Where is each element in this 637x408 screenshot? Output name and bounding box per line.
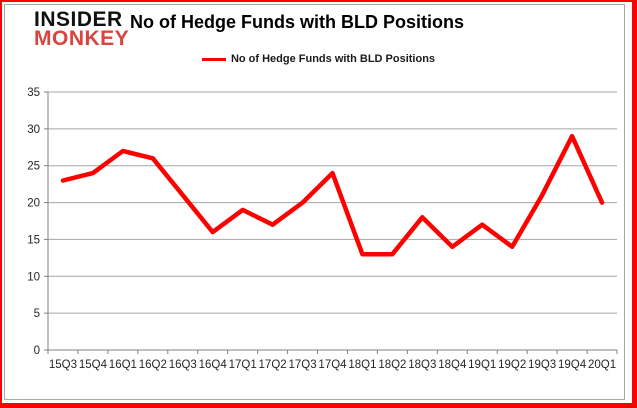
- y-tick-label: 5: [34, 308, 40, 320]
- x-tick-label: 16Q2: [139, 359, 167, 371]
- x-tick-label: 20Q1: [588, 359, 616, 371]
- y-tick-label: 35: [27, 87, 40, 99]
- x-tick-label: 17Q1: [229, 359, 257, 371]
- series-line: [60, 133, 605, 257]
- x-tick-label: 19Q3: [528, 359, 556, 371]
- y-tick-label: 10: [27, 271, 40, 283]
- x-tick-label: 17Q2: [259, 359, 287, 371]
- x-tick-label: 16Q3: [169, 359, 197, 371]
- legend-label: No of Hedge Funds with BLD Positions: [230, 53, 436, 65]
- y-tick-label: 15: [27, 234, 40, 246]
- y-tick-label: 25: [27, 161, 40, 173]
- y-tick-label: 30: [27, 124, 40, 136]
- x-tick-label: 18Q4: [438, 359, 467, 371]
- x-tick-label: 15Q4: [79, 359, 108, 371]
- x-tick-label: 17Q3: [288, 359, 316, 371]
- x-tick-label: 18Q1: [348, 359, 376, 371]
- x-tick-label: 17Q4: [318, 359, 347, 371]
- x-tick-label: 18Q2: [378, 359, 406, 371]
- x-tick-label: 18Q3: [408, 359, 436, 371]
- y-tick-label: 20: [27, 198, 40, 210]
- insider-monkey-logo: INSIDER MONKEY: [34, 8, 130, 51]
- logo-word-insider: INSIDER: [34, 8, 123, 31]
- x-tick-label: 16Q1: [109, 359, 137, 371]
- x-tick-label: 16Q4: [199, 359, 228, 371]
- logo-word-monkey: MONKEY: [34, 27, 130, 51]
- x-tick-label: 19Q1: [468, 359, 496, 371]
- legend: No of Hedge Funds with BLD Positions: [0, 53, 637, 65]
- chart-area-border: [4, 4, 625, 400]
- legend-line-swatch: [201, 57, 226, 61]
- chart-title: No of Hedge Funds with BLD Positions: [130, 12, 464, 32]
- x-tick-label: 19Q4: [558, 359, 587, 371]
- x-tick-label: 15Q3: [49, 359, 77, 371]
- x-tick-label: 19Q2: [498, 359, 526, 371]
- y-tick-label: 0: [34, 345, 40, 357]
